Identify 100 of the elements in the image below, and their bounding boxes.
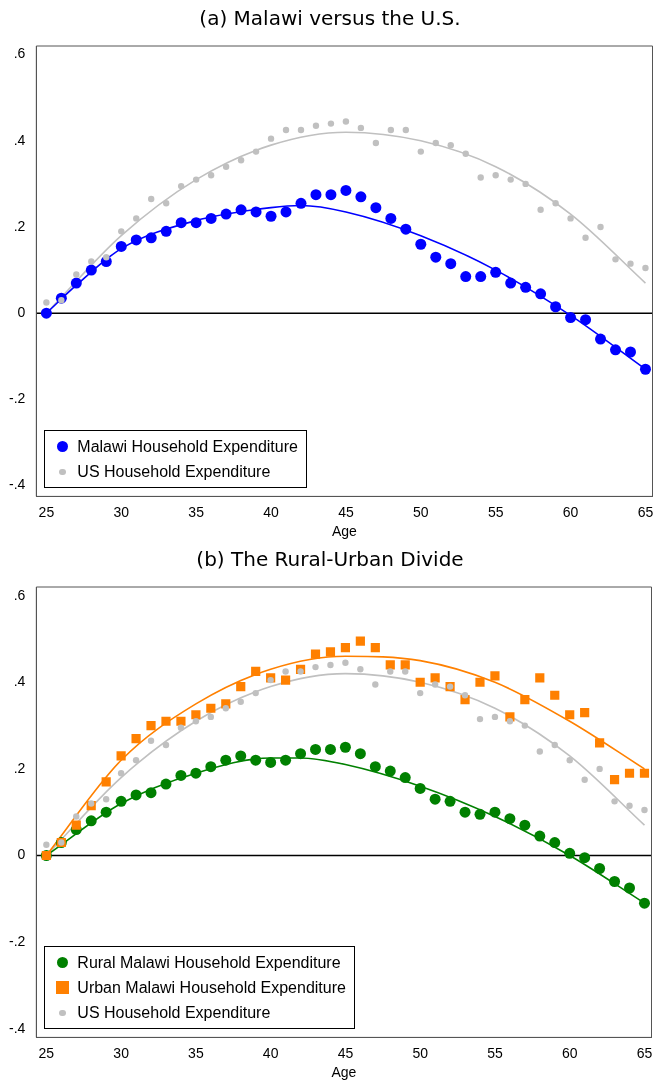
point: [610, 344, 622, 356]
point: [310, 649, 321, 659]
point: [385, 212, 397, 224]
point: [522, 180, 529, 188]
point: [627, 260, 634, 267]
x-tick-label: 25: [38, 1044, 55, 1061]
point: [387, 668, 394, 675]
point: [492, 172, 499, 179]
point: [281, 675, 291, 685]
point: [596, 765, 603, 773]
y-tick-label: -.4: [8, 476, 26, 493]
point: [250, 754, 262, 766]
point: [580, 314, 592, 326]
point: [192, 718, 200, 725]
y-tick-label: -.2: [8, 932, 26, 949]
point: [175, 769, 187, 781]
point: [115, 240, 127, 252]
point: [206, 703, 216, 713]
x-tick-label: 55: [487, 1044, 503, 1061]
point: [85, 264, 97, 276]
point: [444, 795, 456, 807]
point: [581, 776, 588, 783]
point: [402, 668, 409, 675]
point: [312, 663, 319, 671]
x-tick-label: 35: [188, 1044, 204, 1061]
point: [639, 363, 651, 375]
point: [372, 681, 379, 688]
x-tick-label: 55: [487, 503, 504, 520]
point: [177, 724, 185, 731]
point: [267, 135, 275, 142]
point: [40, 307, 52, 319]
point: [222, 705, 229, 712]
x-tick-label: 40: [263, 503, 280, 520]
point: [237, 157, 245, 164]
point: [252, 148, 260, 155]
point: [550, 690, 560, 700]
point: [445, 258, 457, 270]
point: [370, 202, 382, 214]
point: [474, 808, 486, 820]
point: [595, 738, 605, 748]
point: [162, 741, 170, 749]
point: [73, 271, 80, 278]
point: [327, 661, 334, 669]
point: [459, 806, 471, 818]
point: [477, 174, 484, 181]
point: [430, 673, 440, 683]
point: [490, 671, 500, 681]
point: [536, 748, 543, 755]
point: [73, 813, 80, 820]
point: [310, 189, 322, 201]
legend-label: Malawi Household Expenditure: [77, 437, 298, 458]
point: [504, 813, 516, 825]
x-tick-label: 35: [188, 503, 205, 520]
point: [534, 830, 546, 842]
point: [177, 182, 185, 190]
x-tick-label: 40: [262, 1044, 279, 1061]
point: [461, 692, 469, 699]
point: [131, 733, 141, 744]
point: [355, 191, 367, 203]
point: [280, 754, 292, 766]
point: [430, 251, 442, 263]
point: [579, 852, 591, 864]
point: [580, 708, 590, 718]
point: [252, 689, 259, 697]
point: [205, 212, 217, 224]
point: [549, 837, 561, 849]
point: [595, 333, 607, 345]
point: [175, 217, 187, 229]
point: [415, 238, 427, 250]
point: [190, 217, 202, 229]
point: [207, 172, 215, 179]
point: [417, 148, 424, 155]
point: [387, 126, 395, 134]
x-tick-label: 50: [412, 1044, 429, 1061]
point: [132, 757, 140, 764]
x-tick-label: 60: [562, 503, 579, 520]
point: [414, 782, 426, 794]
point: [462, 150, 469, 157]
point: [327, 120, 335, 127]
point: [100, 806, 112, 818]
point: [88, 800, 95, 807]
point: [372, 139, 380, 147]
point: [535, 288, 547, 300]
point: [611, 798, 618, 805]
point: [609, 875, 621, 887]
point: [489, 806, 501, 818]
x-axis-title: Age: [331, 523, 358, 540]
point: [447, 141, 454, 149]
point: [519, 819, 531, 831]
point: [312, 122, 320, 129]
point: [265, 756, 277, 768]
point: [205, 761, 217, 773]
point: [295, 197, 307, 209]
point: [130, 789, 142, 801]
point: [160, 225, 172, 237]
point: [145, 232, 157, 244]
point: [505, 277, 517, 289]
point: [535, 673, 545, 683]
y-tick-label: .4: [13, 131, 26, 148]
point: [101, 777, 111, 787]
